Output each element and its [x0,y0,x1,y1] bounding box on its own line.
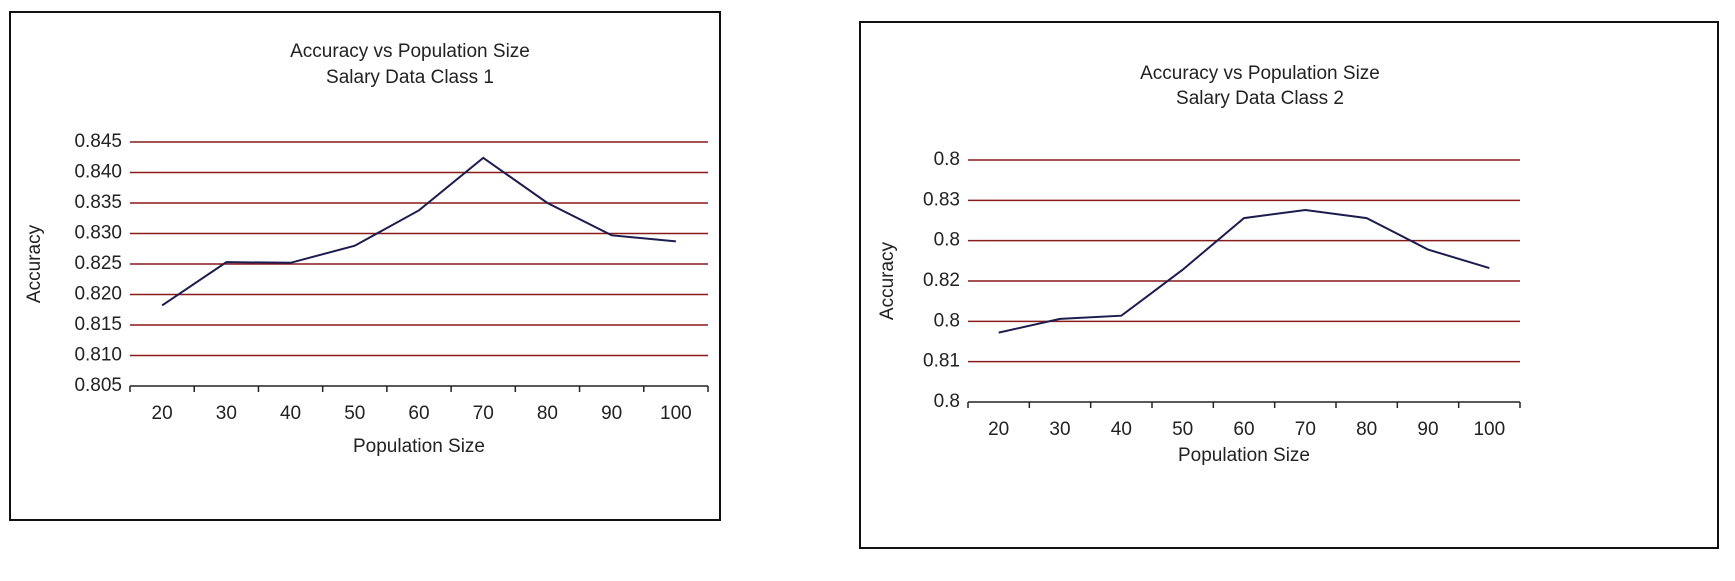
y-axis-label: Accuracy [877,241,898,320]
x-tick-label: 70 [1295,419,1316,440]
x-tick-label: 40 [1111,419,1132,440]
y-tick-label: 0.81 [923,351,960,372]
x-tick-label: 100 [1473,419,1505,440]
x-tick-label: 60 [1233,419,1254,440]
y-tick-label: 0.8 [934,149,960,170]
x-axis-label: Population Size [353,436,485,457]
y-tick-label: 0.805 [74,375,122,396]
y-tick-label: 0.8 [934,230,960,251]
y-tick-label: 0.830 [74,223,122,244]
x-tick-label: 30 [216,403,237,424]
x-tick-label: 20 [152,403,173,424]
x-tick-label: 50 [1172,419,1193,440]
chart-frame [859,21,1719,549]
x-tick-label: 80 [1356,419,1377,440]
data-line [998,209,1490,334]
y-tick-label: 0.8 [934,310,960,331]
y-tick-label: 0.820 [74,284,122,305]
y-tick-label: 0.8 [934,391,960,412]
y-tick-label: 0.825 [74,253,122,274]
x-tick-label: 70 [473,403,494,424]
x-tick-label: 90 [601,403,622,424]
x-tick-label: 100 [660,403,692,424]
x-tick-label: 90 [1417,419,1438,440]
chart-title: Accuracy vs Population Size [290,41,530,62]
y-axis-label: Accuracy [24,224,45,303]
data-line [161,156,676,307]
x-tick-label: 60 [408,403,429,424]
y-tick-label: 0.810 [74,345,122,366]
chart-subtitle: Salary Data Class 1 [326,67,494,88]
y-tick-label: 0.82 [923,270,960,291]
x-tick-label: 30 [1049,419,1070,440]
x-tick-label: 50 [344,403,365,424]
chart-subtitle: Salary Data Class 2 [1176,88,1344,109]
x-tick-label: 40 [280,403,301,424]
y-tick-label: 0.845 [74,131,122,152]
x-tick-label: 20 [988,419,1009,440]
x-axis-label: Population Size [1178,445,1310,466]
y-tick-label: 0.835 [74,192,122,213]
chart-title: Accuracy vs Population Size [1140,63,1380,84]
y-tick-label: 0.840 [74,162,122,183]
y-tick-label: 0.815 [74,314,122,335]
chart-frame [9,11,721,521]
x-tick-label: 80 [537,403,558,424]
y-tick-label: 0.83 [923,189,960,210]
